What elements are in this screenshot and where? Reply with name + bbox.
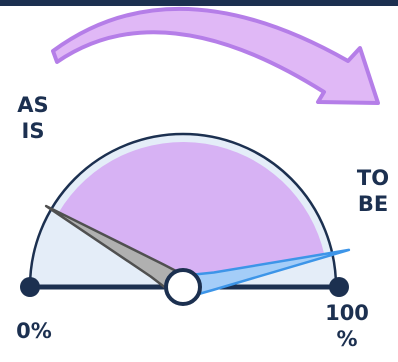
gauge-start-dot (20, 277, 40, 297)
direction-arrow (51, 6, 380, 105)
min-value-label: 0% (16, 319, 52, 343)
gauge-end-dot (329, 277, 349, 297)
gauge-hub (164, 268, 202, 306)
to-be-label: TO BE (356, 166, 390, 216)
as-is-label: AS IS (17, 93, 49, 143)
top-border (0, 0, 398, 6)
max-value-label: 100 % (325, 301, 369, 351)
curved-arrow-icon (51, 6, 380, 105)
